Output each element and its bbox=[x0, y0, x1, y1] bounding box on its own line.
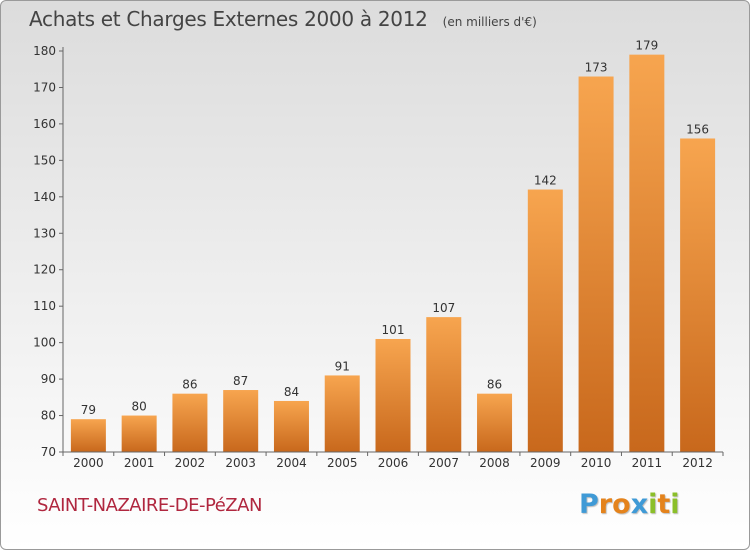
labels-layer: 79 2000 80 2001 86 2002 87 2003 84 2004 91 2005 101 2… bbox=[33, 39, 713, 470]
logo-letter: i bbox=[670, 489, 680, 520]
x-tick-label-2008: 2008 bbox=[479, 456, 510, 470]
bars-layer bbox=[70, 54, 716, 453]
x-tick-label-2003: 2003 bbox=[225, 456, 256, 470]
y-tick-label-140: 140 bbox=[33, 190, 56, 204]
commune-name: SAINT-NAZAIRE-DE-PéZAN bbox=[37, 495, 262, 516]
bar-2009 bbox=[527, 189, 563, 452]
bar-2000 bbox=[70, 419, 106, 452]
x-tick-label-2011: 2011 bbox=[632, 456, 663, 470]
bar-2003 bbox=[223, 390, 259, 452]
y-tick-label-150: 150 bbox=[33, 153, 56, 167]
axes-layer bbox=[59, 47, 724, 456]
bar-2002 bbox=[172, 393, 208, 452]
x-tick-label-2007: 2007 bbox=[428, 456, 459, 470]
chart-title: Achats et Charges Externes 2000 à 2012 bbox=[29, 7, 428, 31]
proxiti-logo: Proxiti bbox=[579, 489, 680, 520]
bar-2012 bbox=[680, 138, 716, 452]
bar-2011 bbox=[629, 54, 665, 453]
logo-letter: x bbox=[630, 489, 649, 520]
bar-2004 bbox=[273, 400, 309, 452]
chart-subtitle: (en milliers d'€) bbox=[442, 15, 537, 29]
y-tick-label-90: 90 bbox=[41, 372, 56, 386]
bar-2007 bbox=[426, 317, 462, 452]
logo-letter: P bbox=[579, 489, 599, 520]
data-label-2008: 86 bbox=[487, 378, 502, 392]
data-label-2001: 80 bbox=[132, 400, 147, 414]
data-label-2005: 91 bbox=[335, 359, 350, 373]
y-tick-label-180: 180 bbox=[33, 44, 56, 58]
logo-letter: r bbox=[598, 489, 613, 520]
bar-2008 bbox=[477, 393, 513, 452]
bar-2001 bbox=[121, 415, 157, 452]
x-tick-label-2009: 2009 bbox=[530, 456, 561, 470]
bar-2005 bbox=[324, 375, 360, 452]
data-label-2010: 173 bbox=[585, 61, 608, 75]
logo-letter: t bbox=[657, 489, 671, 520]
logo-letter: o bbox=[612, 489, 631, 520]
y-tick-label-100: 100 bbox=[33, 336, 56, 350]
x-tick-label-2002: 2002 bbox=[175, 456, 206, 470]
x-tick-label-2000: 2000 bbox=[73, 456, 104, 470]
y-tick-label-120: 120 bbox=[33, 263, 56, 277]
data-label-2002: 86 bbox=[182, 378, 197, 392]
x-tick-label-2001: 2001 bbox=[124, 456, 155, 470]
logo-letter: i bbox=[648, 489, 658, 520]
y-tick-label-80: 80 bbox=[41, 409, 56, 423]
data-label-2009: 142 bbox=[534, 174, 557, 188]
data-label-2003: 87 bbox=[233, 374, 248, 388]
y-tick-label-160: 160 bbox=[33, 117, 56, 131]
x-tick-label-2012: 2012 bbox=[682, 456, 713, 470]
x-tick-label-2004: 2004 bbox=[276, 456, 307, 470]
data-label-2006: 101 bbox=[382, 323, 405, 337]
data-label-2000: 79 bbox=[81, 403, 96, 417]
x-tick-label-2005: 2005 bbox=[327, 456, 358, 470]
x-tick-label-2010: 2010 bbox=[581, 456, 612, 470]
y-tick-label-110: 110 bbox=[33, 299, 56, 313]
data-label-2007: 107 bbox=[432, 301, 455, 315]
y-tick-label-170: 170 bbox=[33, 80, 56, 94]
y-tick-label-130: 130 bbox=[33, 226, 56, 240]
y-tick-label-70: 70 bbox=[41, 445, 56, 459]
bar-2006 bbox=[375, 338, 411, 452]
title-row: Achats et Charges Externes 2000 à 2012 (… bbox=[29, 7, 537, 31]
x-tick-label-2006: 2006 bbox=[378, 456, 409, 470]
data-label-2004: 84 bbox=[284, 385, 299, 399]
data-label-2011: 179 bbox=[635, 39, 658, 53]
bar-2010 bbox=[578, 76, 614, 452]
data-label-2012: 156 bbox=[686, 122, 709, 136]
